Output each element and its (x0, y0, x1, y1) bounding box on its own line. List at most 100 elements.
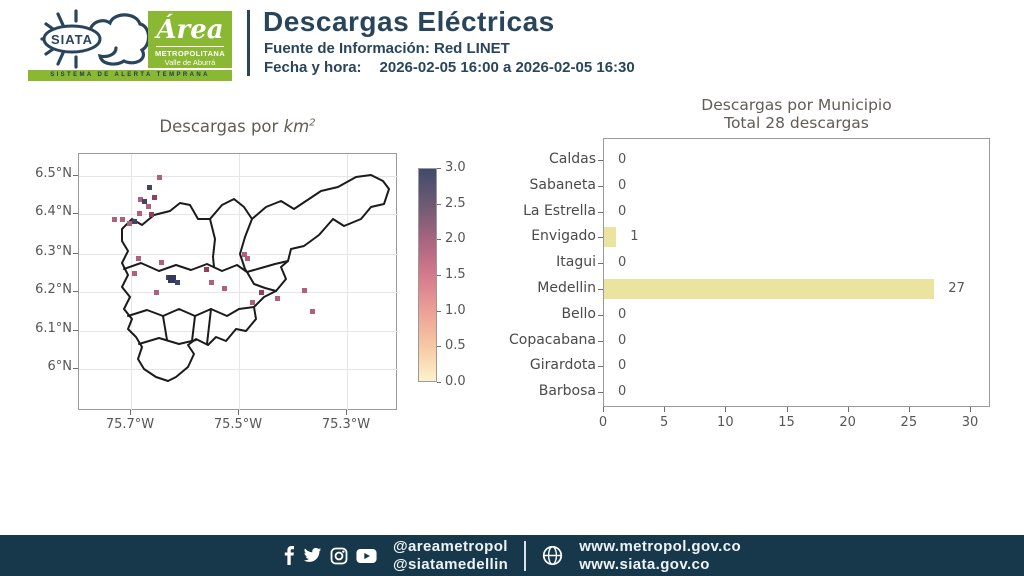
colorbar-tick (437, 168, 441, 169)
scatter-point (151, 194, 157, 200)
map-outline (121, 174, 390, 382)
scatter-point (174, 279, 180, 285)
colorbar-tick-label: 3.0 (445, 160, 466, 175)
scatter-point (301, 287, 307, 293)
scatter-point (258, 289, 264, 295)
bar-ytick (598, 340, 603, 342)
page-title: Descargas Eléctricas (263, 6, 555, 37)
scatter-point (131, 270, 137, 276)
map-xtick (130, 410, 131, 415)
bar-category-label: Barbosa (538, 383, 596, 400)
siata-sun-cloud-icon: SIATA (40, 9, 151, 69)
bar-ytick (598, 263, 603, 265)
scatter-point (136, 210, 142, 216)
bar-title: Descargas por Municipio (701, 96, 892, 114)
map-gridline (79, 214, 398, 215)
map-title: Descargas por km2 (159, 117, 316, 136)
bar-value-label: 0 (618, 177, 627, 193)
map-ytick-label: 6.2°N (35, 282, 72, 297)
bar-category-label: La Estrella (523, 202, 596, 219)
map-points-layer (79, 154, 398, 411)
handle-areametropol[interactable]: @areametropol (392, 537, 508, 555)
map-gridline (79, 254, 398, 255)
map-ytick-label: 6.3°N (35, 244, 72, 259)
scatter-point (153, 289, 159, 295)
bar-xtick (908, 407, 910, 412)
bar-ytick (598, 392, 603, 394)
bar-value-label: 0 (618, 152, 627, 167)
scatter-point (126, 220, 132, 226)
map-xtick-label: 75.5°W (213, 417, 263, 432)
area-logo-script: Área (156, 15, 224, 45)
footer-divider (524, 540, 527, 571)
social-handles: @areametropol @siatamedellin (393, 538, 508, 574)
bar-category-label: Sabaneta (529, 176, 597, 193)
instagram-icon[interactable] (330, 547, 348, 565)
bar-plot (603, 138, 990, 407)
colorbar-tick (437, 382, 441, 383)
map-gridline (79, 176, 398, 177)
bar-title-block: Descargas por Municipio Total 28 descarg… (603, 96, 990, 132)
scatter-point (119, 216, 125, 222)
datetime-label: Fecha y hora: (264, 59, 362, 76)
bar-category-label: Envigado (531, 228, 596, 245)
youtube-icon[interactable] (356, 548, 377, 564)
scatter-point (309, 308, 315, 314)
footer-urls: www.metropol.gov.co www.siata.gov.co (579, 538, 741, 574)
map-ytick (73, 291, 78, 292)
colorbar-tick (437, 346, 441, 348)
scatter-point (241, 251, 247, 257)
url-siata[interactable]: www.siata.gov.co (579, 555, 710, 573)
scatter-point (203, 266, 209, 272)
colorbar-tick (437, 203, 441, 205)
scatter-point (131, 218, 137, 224)
bar-ytick (598, 160, 603, 161)
bar-ytick (598, 237, 603, 239)
bar-value-label: 27 (948, 281, 965, 296)
bar-category-label: Bello (561, 305, 596, 322)
bar-value-label: 1 (630, 229, 639, 245)
scatter-point (141, 198, 147, 204)
bar-xtick-label: 15 (778, 415, 795, 430)
datetime-line: Fecha y hora: 2026-02-05 16:00 a 2026-02-… (264, 59, 635, 76)
map-gridline (79, 331, 398, 332)
map-ytick-label: 6.4°N (35, 204, 72, 219)
bar-xtick (725, 407, 727, 412)
map-ytick (73, 368, 78, 369)
bar-category-label: Itagui (556, 254, 596, 271)
bar-xtick (664, 407, 666, 412)
scatter-point (244, 255, 250, 261)
scatter-point (208, 279, 214, 285)
source-line: Fuente de Información: Red LINET (264, 40, 510, 57)
map-ytick (73, 330, 78, 331)
map-xtick-label: 75.3°W (321, 417, 371, 432)
scatter-point (145, 203, 151, 209)
facebook-icon[interactable] (283, 546, 295, 565)
map-ytick-label: 6.5°N (35, 166, 72, 181)
colorbar-tick (437, 239, 441, 241)
area-logo-line3: Valle de Aburrá (164, 58, 216, 67)
map-ytick (73, 175, 78, 176)
scatter-point (156, 174, 162, 180)
map-gridline (347, 154, 348, 411)
twitter-icon[interactable] (303, 547, 322, 564)
url-metropol[interactable]: www.metropol.gov.co (579, 537, 742, 555)
map-gridlines (79, 154, 398, 411)
scatter-point (135, 255, 141, 261)
bar-xtick-label: 5 (660, 415, 669, 430)
colorbar-tick (437, 275, 441, 276)
handle-siatamedellin[interactable]: @siatamedellin (392, 555, 509, 573)
bar-value-label: 0 (618, 203, 627, 219)
header-divider (247, 10, 250, 76)
map-ytick (73, 253, 78, 254)
bar-ytick (598, 185, 603, 187)
bar-xtick (603, 407, 604, 412)
bar-ytick (598, 366, 603, 368)
bar-value-label: 0 (618, 332, 627, 348)
map-gridline (131, 154, 132, 411)
map-gridline (79, 369, 398, 370)
scatter-point (146, 184, 152, 190)
bar-subtitle: Total 28 descargas (724, 114, 869, 132)
